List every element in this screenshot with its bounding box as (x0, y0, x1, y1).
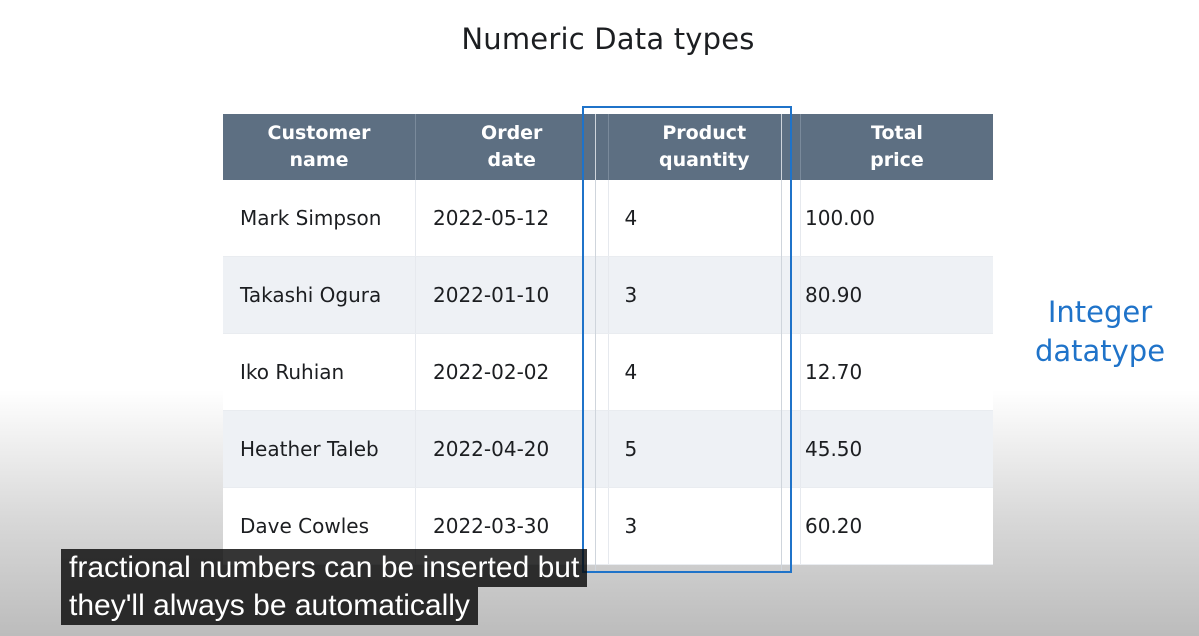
cell-total-price: 100.00 (800, 180, 993, 257)
column-header-line: Product (662, 122, 747, 144)
quantity-column-highlight (582, 106, 792, 573)
column-header-total-price: Total price (800, 114, 993, 180)
column-header-line: Customer (267, 122, 371, 144)
cell-order-date: 2022-02-02 (415, 333, 609, 411)
cell-product-quantity: 4 (608, 333, 801, 411)
column-header-line: Total (871, 122, 923, 144)
cell-product-quantity: 5 (608, 410, 801, 488)
caption-line: they'll always be automatically (61, 587, 478, 625)
cell-order-date: 2022-05-12 (415, 180, 609, 257)
highlight-divider-right (781, 114, 782, 572)
video-captions: fractional numbers can be inserted but t… (61, 549, 588, 625)
cell-total-price: 45.50 (800, 410, 993, 488)
slide-title: Numeric Data types (461, 22, 755, 56)
column-header-order-date: Order date (415, 114, 609, 180)
callout-line: Integer (1047, 295, 1153, 329)
callout-line: datatype (1034, 334, 1166, 368)
column-header-line: name (289, 149, 349, 171)
table-row: Takashi Ogura 2022-01-10 3 80.90 (223, 256, 993, 334)
table-row: Mark Simpson 2022-05-12 4 100.00 (223, 180, 993, 257)
column-header-product-quantity: Product quantity (608, 114, 801, 180)
column-header-line: Order (481, 122, 543, 144)
cell-customer-name: Iko Ruhian (223, 333, 416, 411)
cell-product-quantity: 3 (608, 256, 801, 334)
column-header-line: quantity (658, 149, 750, 171)
cell-product-quantity: 4 (608, 180, 801, 257)
cell-total-price: 80.90 (800, 256, 993, 334)
cell-product-quantity: 3 (608, 487, 801, 565)
column-header-line: price (870, 149, 924, 171)
column-header-customer-name: Customer name (223, 114, 416, 180)
integer-datatype-callout: Integer datatype (1012, 293, 1188, 371)
caption-line: fractional numbers can be inserted but (61, 549, 588, 587)
cell-total-price: 12.70 (800, 333, 993, 411)
cell-total-price: 60.20 (800, 487, 993, 565)
cell-customer-name: Heather Taleb (223, 410, 416, 488)
column-header-line: date (487, 149, 536, 171)
table-row: Heather Taleb 2022-04-20 5 45.50 (223, 410, 993, 488)
highlight-divider-left (595, 114, 596, 572)
table-row: Iko Ruhian 2022-02-02 4 12.70 (223, 333, 993, 411)
cell-customer-name: Takashi Ogura (223, 256, 416, 334)
cell-order-date: 2022-04-20 (415, 410, 609, 488)
table-header-row: Customer name Order date Product quantity T… (223, 114, 993, 180)
cell-customer-name: Mark Simpson (223, 180, 416, 257)
cell-order-date: 2022-01-10 (415, 256, 609, 334)
